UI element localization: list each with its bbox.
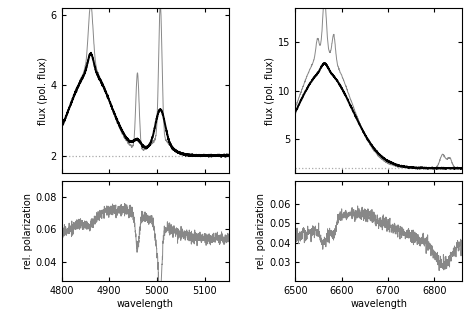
X-axis label: wavelength: wavelength: [117, 299, 173, 309]
Y-axis label: flux (pol. flux): flux (pol. flux): [38, 57, 48, 125]
Y-axis label: rel. polarization: rel. polarization: [23, 193, 33, 269]
Y-axis label: flux (pol. flux): flux (pol. flux): [265, 57, 275, 125]
Y-axis label: rel. polarization: rel. polarization: [256, 193, 266, 269]
X-axis label: wavelength: wavelength: [350, 299, 407, 309]
